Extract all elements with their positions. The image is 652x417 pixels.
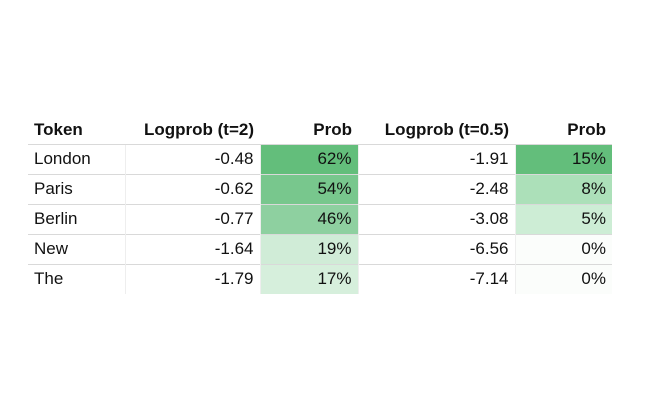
logprob-t05-cell: -6.56 [357,233,515,264]
logprob-t2-cell: -0.48 [124,143,260,174]
prob-t05-cell: 5% [514,203,612,234]
logprob-t2-cell: -0.62 [124,173,260,204]
logprob-table: Token Logprob (t=2) Prob Logprob (t=0.5) Pro… [28,116,612,294]
logprob-t05-cell: -7.14 [357,263,515,294]
prob-t2-cell: 19% [259,233,358,264]
prob-t05-cell: 0% [514,263,612,294]
token-cell: New [28,233,125,264]
token-cell: Berlin [28,203,125,234]
column-header: Prob [567,119,606,139]
prob-t2-cell: 54% [259,173,358,204]
token-cell: London [28,143,125,174]
table-row: The -1.79 17% -7.14 0% [28,263,612,294]
column-header: Logprob (t=2) [143,119,254,139]
table-body: London -0.48 62% -1.91 15% Paris -0.62 54% -2.48… [28,143,612,294]
column-header: Token [34,119,83,139]
table-row: Berlin -0.77 46% -3.08 5% [28,203,612,234]
prob-t05-cell: 8% [514,173,612,204]
prob-t05-cell: 0% [514,233,612,264]
logprob-t2-cell: -0.77 [124,203,260,234]
token-cell: Paris [28,173,125,204]
table-row: London -0.48 62% -1.91 15% [28,143,612,174]
prob-t2-cell: 62% [259,143,358,174]
prob-t2-cell: 17% [259,263,358,294]
logprob-t05-cell: -1.91 [357,143,515,174]
prob-t2-cell: 46% [259,203,358,234]
prob-t05-cell: 15% [514,143,612,174]
column-header: Prob [313,119,352,139]
table-row: Paris -0.62 54% -2.48 8% [28,173,612,204]
table-row: New -1.64 19% -6.56 0% [28,233,612,264]
logprob-t2-cell: -1.79 [124,263,260,294]
column-header: Logprob (t=0.5) [384,119,509,139]
logprob-t05-cell: -2.48 [357,173,515,204]
token-cell: The [28,263,125,294]
header-row: Token Logprob (t=2) Prob Logprob (t=0.5) Pro… [28,116,612,144]
logprob-t05-cell: -3.08 [357,203,515,234]
logprob-t2-cell: -1.64 [124,233,260,264]
